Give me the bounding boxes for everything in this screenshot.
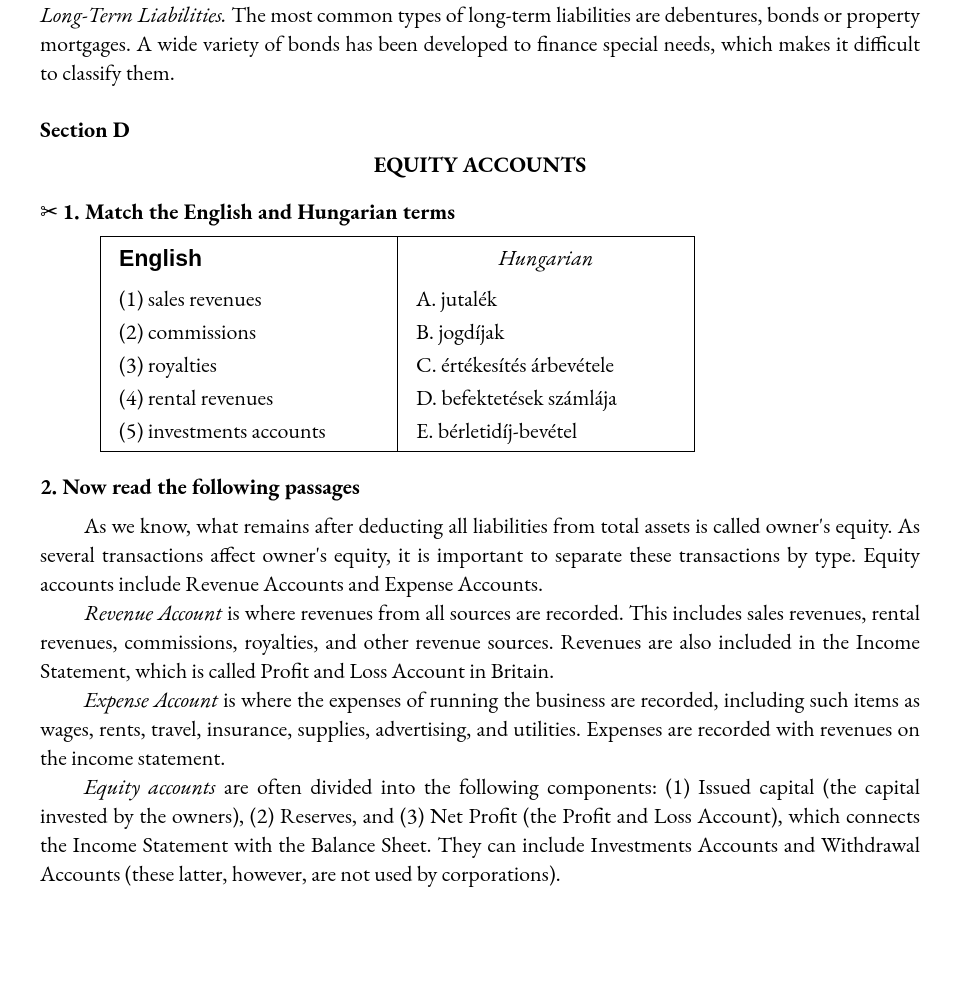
exercise-2-heading: 2. Now read the following passages <box>40 472 920 501</box>
cell-en: (1) sales revenues <box>101 282 398 315</box>
terms-table: English Hungarian (1) sales revenues A. … <box>100 236 695 452</box>
header-hungarian-text: Hungarian <box>416 243 676 272</box>
intro-paragraph: Long-Term Liabilities. The most common t… <box>40 0 920 87</box>
section-title: EQUITY ACCOUNTS <box>40 150 920 179</box>
cell-hu: A. jutalék <box>398 282 695 315</box>
passage-2-lead: Revenue Account <box>84 598 222 627</box>
cell-hu: C. értékesítés árbevétele <box>398 348 695 381</box>
intro-lead: Long-Term Liabilities. <box>40 0 227 29</box>
cell-en: (4) rental revenues <box>101 381 398 414</box>
passage-3-lead: Expense Account <box>84 685 218 714</box>
header-hungarian: Hungarian <box>398 237 695 282</box>
table-row: (1) sales revenues A. jutalék <box>101 282 695 315</box>
table-row: (5) investments accounts E. bérletidíj-b… <box>101 414 695 452</box>
cell-en: (3) royalties <box>101 348 398 381</box>
cell-hu: E. bérletidíj-bevétel <box>398 414 695 452</box>
table-row: (3) royalties C. értékesítés árbevétele <box>101 348 695 381</box>
table-row: (4) rental revenues D. befektetések szám… <box>101 381 695 414</box>
passage-4-lead: Equity accounts <box>84 772 216 801</box>
passage-3: Expense Account is where the expenses of… <box>40 685 920 772</box>
section-label: Section D <box>40 115 920 144</box>
table-row: (2) commissions B. jogdíjak <box>101 315 695 348</box>
cell-hu: D. befektetések számlája <box>398 381 695 414</box>
scissors-icon: ✂ <box>40 199 58 224</box>
cell-hu: B. jogdíjak <box>398 315 695 348</box>
exercise-1-heading-text: 1. Match the English and Hungarian terms <box>62 197 455 226</box>
exercise-1-heading: ✂1. Match the English and Hungarian term… <box>40 197 920 226</box>
passage-4: Equity accounts are often divided into t… <box>40 772 920 888</box>
passage-1: As we know, what remains after deducting… <box>40 511 920 598</box>
passage-2: Revenue Account is where revenues from a… <box>40 598 920 685</box>
table-header-row: English Hungarian <box>101 237 695 282</box>
cell-en: (2) commissions <box>101 315 398 348</box>
header-english: English <box>101 237 398 282</box>
header-english-text: English <box>119 245 202 271</box>
cell-en: (5) investments accounts <box>101 414 398 452</box>
